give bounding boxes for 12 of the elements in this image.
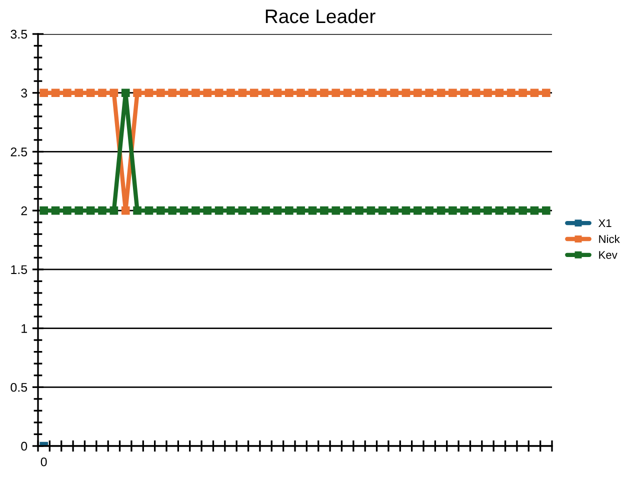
y-tick-label: 3 (21, 88, 28, 98)
chart-title: Race Leader (266, 8, 376, 24)
y-tick-label: 2.5 (10, 148, 28, 156)
y-tick-label: 0.5 (10, 382, 28, 392)
legend-label: Nick (599, 234, 620, 243)
y-tick-label: 2 (21, 206, 27, 216)
legend-label: Kev (599, 251, 618, 259)
legend-label: X1 (598, 219, 612, 227)
y-tick-label: 1.5 (11, 265, 28, 274)
y-tick-label: 1 (22, 324, 27, 333)
y-tick-label: 0 (21, 442, 28, 451)
y-tick-label: 3.5 (10, 30, 28, 39)
